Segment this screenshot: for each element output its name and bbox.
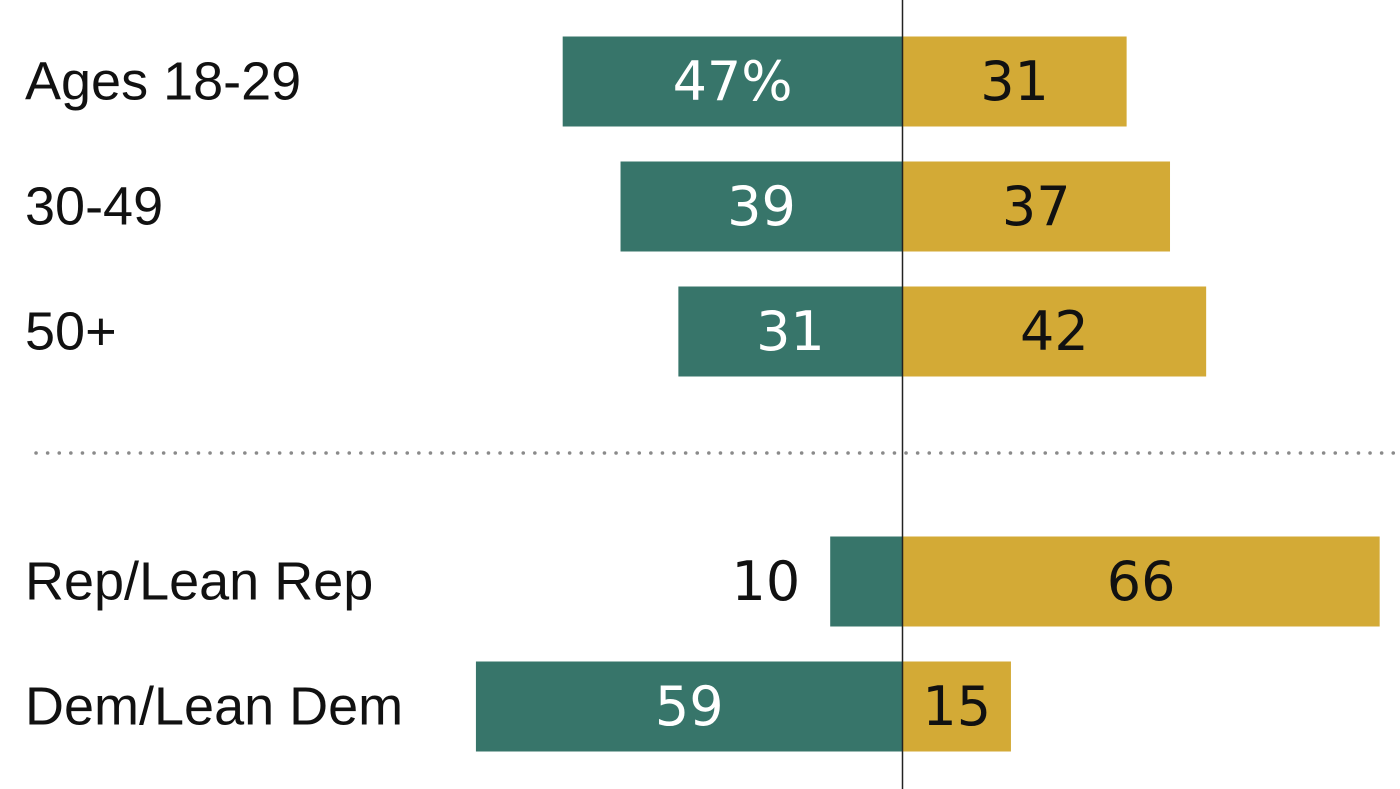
value-label-right-rep-lean-rep: 66	[1107, 550, 1176, 613]
category-label-rep-lean-rep: Rep/Lean Rep	[25, 552, 373, 612]
bar-left-50	[678, 286, 903, 377]
value-label-right-50: 42	[1020, 300, 1089, 363]
value-label-left-50: 31	[756, 300, 825, 363]
value-label-left-ages-18-29: 47%	[673, 50, 793, 113]
bar-left-dem-lean-dem	[475, 661, 903, 752]
category-label-ages-18-29: Ages 18-29	[25, 52, 301, 112]
category-label-50: 50+	[25, 302, 117, 362]
category-label-30-49: 30-49	[25, 177, 163, 237]
bar-right-50	[902, 286, 1207, 377]
category-label-dem-lean-dem: Dem/Lean Dem	[25, 677, 403, 737]
value-label-left-30-49: 39	[727, 175, 796, 238]
value-label-right-dem-lean-dem: 15	[922, 675, 991, 738]
value-label-left-dem-lean-dem: 59	[655, 675, 724, 738]
bar-right-rep-lean-rep	[902, 536, 1380, 627]
bar-right-dem-lean-dem	[902, 661, 1011, 752]
value-label-left-rep-lean-rep: 10	[731, 550, 800, 613]
bar-right-ages-18-29	[902, 36, 1127, 127]
value-label-right-30-49: 37	[1002, 175, 1071, 238]
bar-left-ages-18-29	[562, 36, 903, 127]
value-label-right-ages-18-29: 31	[980, 50, 1049, 113]
bar-right-30-49	[902, 161, 1171, 252]
bars-layer	[475, 36, 1380, 752]
labels-layer: Ages 18-29 47% 31 30-49 39 37 50+ 31 42 Rep/Lean …	[25, 50, 1175, 738]
bar-left-30-49	[620, 161, 903, 252]
bar-left-rep-lean-rep	[830, 536, 903, 627]
